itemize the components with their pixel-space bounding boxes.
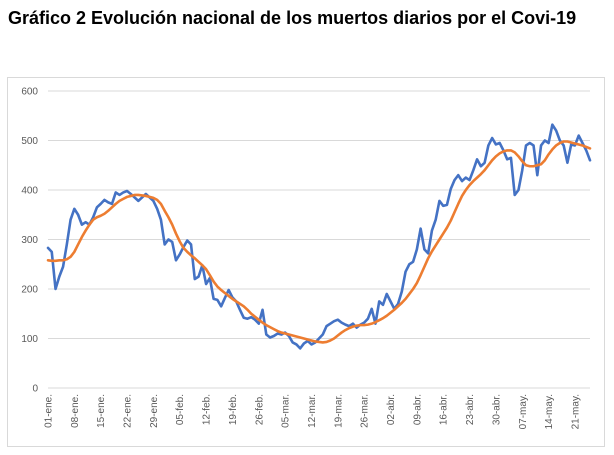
x-tick-label: 05-feb. (175, 394, 186, 425)
y-tick-label: 600 (21, 87, 38, 98)
x-tick-label: 05-mar. (281, 394, 292, 428)
gridlines (48, 90, 590, 389)
y-axis-ticks: 0 100 200 300 400 500 600 (21, 87, 38, 395)
y-tick-label: 200 (21, 285, 38, 296)
x-tick-label: 09-abr. (412, 394, 423, 425)
x-tick-label: 23-abr. (465, 394, 476, 425)
y-tick-label: 400 (21, 186, 38, 197)
x-tick-label: 19-feb. (228, 394, 239, 425)
line-chart: 0 100 200 300 400 500 600 01-ene. 08-ene. 15-ene… (21, 87, 592, 429)
y-tick-label: 300 (21, 235, 38, 246)
x-tick-label: 08-ene. (70, 394, 81, 428)
x-axis-ticks: 01-ene. 08-ene. 15-ene. 22-ene. 29-ene. 05-fe… (44, 394, 582, 429)
series-line-daily (46, 123, 592, 350)
x-tick-label: 12-mar. (307, 394, 318, 428)
x-tick-label: 19-mar. (333, 394, 344, 428)
x-tick-label: 22-ene. (123, 394, 134, 428)
x-tick-label: 26-feb. (254, 394, 265, 425)
x-tick-label: 01-ene. (44, 394, 55, 428)
x-tick-label: 07-may. (518, 394, 529, 429)
x-tick-label: 26-mar. (360, 394, 371, 428)
series-line-average (46, 140, 592, 344)
series-lines (46, 123, 592, 350)
y-tick-label: 0 (32, 384, 38, 395)
x-tick-label: 12-feb. (202, 394, 213, 425)
x-tick-label: 16-abr. (439, 394, 450, 425)
x-tick-label: 30-abr. (491, 394, 502, 425)
x-tick-label: 02-abr. (386, 394, 397, 425)
x-tick-label: 15-ene. (96, 394, 107, 428)
x-tick-label: 21-may. (570, 394, 581, 429)
chart-title: Gráfico 2 Evolución nacional de los muer… (8, 8, 577, 28)
x-tick-label: 14-may. (544, 394, 555, 429)
y-tick-label: 100 (21, 334, 38, 345)
chart-area: 0 100 200 300 400 500 600 01-ene. 08-ene. 15-ene… (7, 77, 605, 447)
y-tick-label: 500 (21, 136, 38, 147)
x-tick-label: 29-ene. (149, 394, 160, 428)
